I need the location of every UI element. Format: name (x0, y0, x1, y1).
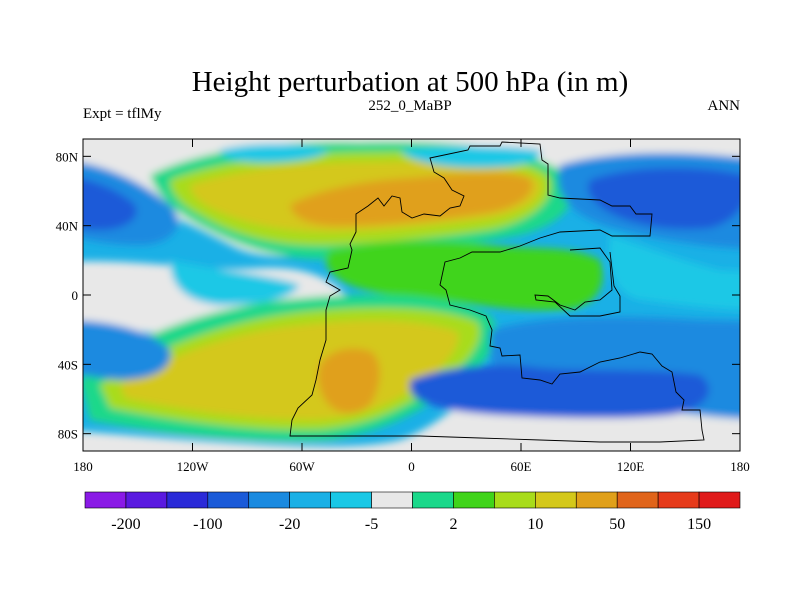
chart-title: Height perturbation at 500 hPa (in m) (192, 66, 629, 98)
colorbar-label: -200 (111, 516, 140, 533)
contour-field (83, 139, 740, 451)
y-tick-label: 80S (58, 427, 78, 442)
colorbar: -200 -100 -20 -5 2 10 50 150 (84, 491, 741, 533)
negative-region-eq-east (608, 235, 740, 310)
positive-max-south (317, 348, 380, 414)
negative-region-eq-central (170, 260, 300, 305)
y-tick-label: 40S (58, 357, 78, 372)
colorbar-swatch (657, 491, 700, 509)
continent-outline (289, 141, 705, 443)
x-tick-label: 120W (177, 459, 210, 474)
colorbar-swatch (453, 491, 495, 509)
colorbar-swatch (125, 491, 168, 509)
x-tick-label: 180 (730, 459, 750, 474)
colorbar-label: 10 (527, 516, 543, 533)
y-tick-label: 40N (56, 219, 79, 234)
negative-region-arctic-asia (400, 146, 541, 168)
colorbar-swatch (84, 491, 127, 509)
x-axis: 180 120W 60W 0 60E 120E 180 (73, 139, 750, 474)
colorbar-swatch (575, 491, 618, 509)
colorbar-swatch (535, 491, 577, 509)
positive-region-tropics (325, 241, 603, 311)
x-tick-label: 60E (511, 459, 532, 474)
x-tick-label: 0 (408, 459, 415, 474)
colorbar-swatch (698, 491, 741, 509)
colorbar-swatch (616, 491, 659, 509)
x-tick-label: 180 (73, 459, 93, 474)
negative-min-npacific (83, 179, 137, 230)
subtitle-center: 252_0_MaBP (368, 98, 451, 114)
colorbar-swatch (289, 491, 331, 509)
colorbar-swatch (371, 491, 413, 509)
negative-region-nw (220, 144, 330, 163)
colorbar-label: 2 (449, 516, 457, 533)
negative-region-spacific (83, 320, 171, 380)
inland-sea-outline (534, 247, 621, 317)
y-tick-label: 80N (56, 149, 79, 164)
colorbar-swatch (248, 491, 290, 509)
x-tick-label: 120E (617, 459, 645, 474)
x-tick-label: 60W (289, 459, 315, 474)
negative-min-southern-ocean (410, 365, 709, 419)
y-axis: 80N 40N 0 40S 80S (56, 149, 740, 442)
subtitle-right: ANN (708, 98, 741, 114)
colorbar-swatch (412, 491, 454, 509)
subtitle-left: Expt = tflMy (83, 106, 162, 122)
colorbar-swatch (207, 491, 250, 509)
negative-min-asia (588, 168, 740, 230)
colorbar-label: 50 (609, 516, 625, 533)
positive-max-north (290, 172, 533, 226)
colorbar-swatch (330, 491, 372, 509)
colorbar-label: 150 (687, 516, 711, 533)
y-tick-label: 0 (72, 288, 79, 303)
colorbar-label: -100 (193, 516, 222, 533)
colorbar-swatch (166, 491, 209, 509)
colorbar-label: -5 (365, 516, 378, 533)
colorbar-swatch (494, 491, 536, 509)
colorbar-label: -20 (279, 516, 300, 533)
